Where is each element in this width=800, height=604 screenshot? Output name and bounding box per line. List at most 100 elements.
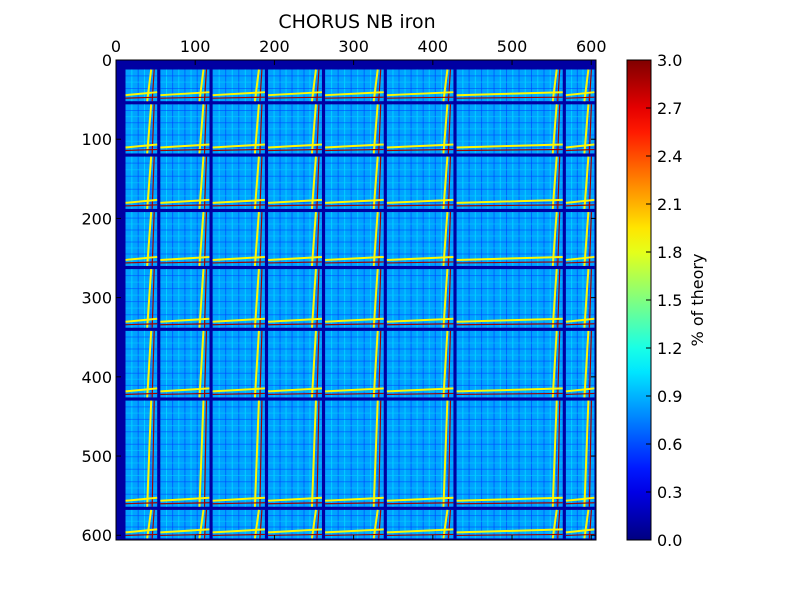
block-edge-band (447, 509, 452, 539)
heatmap-block (268, 400, 322, 507)
block-edge-band (125, 96, 158, 99)
block-edge-band (198, 69, 205, 102)
block-edge-band (325, 496, 384, 502)
x-tick-label: 0 (111, 37, 121, 56)
heatmap-block (325, 509, 384, 539)
block-edge-band (378, 330, 382, 398)
colorbar-tick-label: 1.2 (657, 339, 682, 358)
block-edge-band (565, 317, 595, 323)
block-edge-band (212, 255, 265, 261)
block-edge-band (583, 400, 590, 507)
x-tick-label: 200 (259, 37, 290, 56)
block-edge-band (212, 392, 265, 396)
plot-frame (115, 59, 597, 541)
block-edge-band (212, 148, 265, 152)
block-edge-band (325, 255, 384, 261)
block-edge-band (151, 509, 155, 539)
block-edge-band (565, 255, 595, 261)
block-edge-band (160, 91, 210, 97)
colorbar-tick-label: 1.8 (657, 243, 682, 262)
block-edge-band (325, 528, 384, 534)
block-edge-band (551, 400, 558, 507)
block-edge-band (268, 317, 322, 323)
block-edge-band (316, 509, 320, 539)
heatmap-block (456, 400, 563, 507)
block-edge-band (456, 323, 563, 326)
block-edge-band (160, 502, 210, 505)
block-edge-band (456, 528, 563, 534)
block-edge-band (551, 509, 558, 539)
block-edge-band (565, 96, 595, 99)
block-edge-band (212, 91, 265, 97)
heatmap-block (125, 156, 158, 209)
block-edge-band (212, 143, 265, 149)
block-edge-band (160, 255, 210, 261)
block-edge-band (125, 323, 158, 326)
block-edge-band (212, 528, 265, 534)
block-edge-band (372, 509, 379, 539)
block-edge-band (125, 255, 158, 261)
block-edge-band (325, 387, 384, 393)
block-edge-band (378, 400, 382, 507)
heatmap-block (325, 69, 384, 102)
y-tick-label: 0 (102, 51, 112, 70)
block-edge-band (456, 317, 563, 323)
block-edge-band (442, 330, 449, 398)
block-fill (125, 400, 158, 507)
block-edge-band (565, 502, 595, 505)
block-edge-band (203, 269, 208, 328)
block-edge-band (268, 204, 322, 207)
block-edge-band (146, 269, 153, 328)
heatmap-block (386, 509, 454, 539)
block-edge-band (125, 317, 158, 323)
heatmap-block (268, 69, 322, 102)
heatmap-block (160, 104, 210, 154)
block-edge-band (316, 330, 320, 398)
block-edge-band (146, 509, 153, 539)
block-edge-band (125, 143, 158, 149)
block-edge-band (310, 269, 317, 328)
block-edge-band (386, 148, 454, 152)
block-edge-band (316, 69, 320, 102)
block-edge-band (259, 269, 263, 328)
block-edge-band (151, 69, 155, 102)
block-edge-band (310, 330, 317, 398)
heatmap-block (456, 69, 563, 102)
block-edge-band (386, 533, 454, 537)
heatmap-block (386, 330, 454, 398)
y-tick-label: 100 (81, 130, 112, 149)
block-edge-band (386, 502, 454, 505)
block-edge-band (456, 148, 563, 152)
block-edge-band (203, 330, 208, 398)
block-edge-band (212, 198, 265, 204)
x-axis: 0 100 200 300 400 500 600 (111, 37, 607, 540)
heatmap-block (386, 69, 454, 102)
block-edge-band (456, 502, 563, 505)
block-edge-band (160, 387, 210, 393)
block-edge-band (557, 400, 561, 507)
block-edge-band (386, 91, 454, 97)
heatmap-block (268, 269, 322, 328)
block-edge-band (386, 204, 454, 207)
block-fill (456, 69, 563, 102)
block-edge-band (456, 496, 563, 502)
y-tick-label: 600 (81, 526, 112, 545)
heatmap-block (456, 104, 563, 154)
block-edge-band (378, 509, 382, 539)
colorbar-tick-label: 2.7 (657, 99, 682, 118)
block-edge-band (160, 317, 210, 323)
block-edge-band (565, 387, 595, 393)
heatmap-block (212, 69, 265, 102)
y-axis: 0 100 200 300 400 500 600 (81, 51, 596, 545)
heatmap-block (565, 330, 595, 398)
block-edge-band (565, 143, 595, 149)
block-edge-band (310, 400, 317, 507)
block-edge-band (447, 69, 452, 102)
heatmap-block (212, 400, 265, 507)
block-edge-band (551, 330, 558, 398)
block-edge-band (253, 400, 260, 507)
block-edge-band (259, 509, 263, 539)
block-edge-band (268, 261, 322, 264)
block-edge-band (125, 502, 158, 505)
block-edge-band (268, 496, 322, 502)
